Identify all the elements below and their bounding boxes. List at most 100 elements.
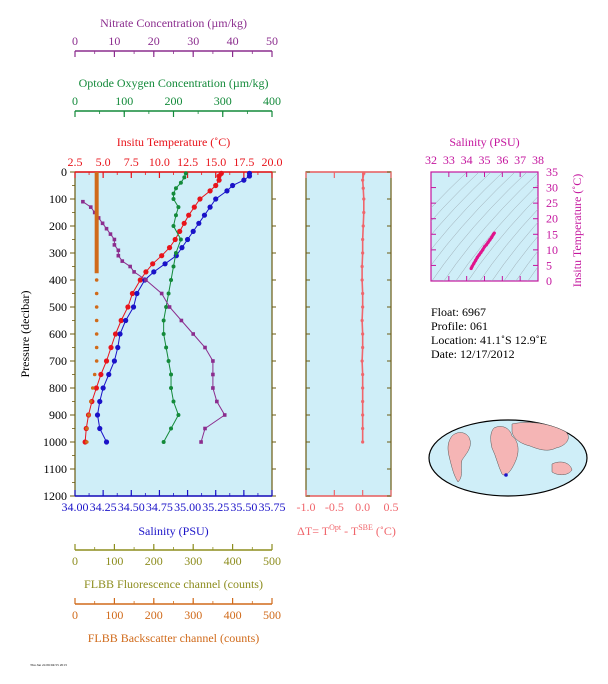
temperature-tick-label: 20.0	[262, 155, 283, 169]
ts-y-tick-label: 0	[546, 274, 552, 288]
nitrate-point	[104, 226, 109, 231]
salinity-point	[179, 245, 185, 251]
nitrate-point	[88, 205, 93, 209]
map-land-americas	[447, 432, 471, 483]
oxygen-tick-label: 400	[263, 94, 281, 108]
oxygen-tick-label: 300	[214, 94, 232, 108]
oxygen-point	[161, 318, 166, 323]
pressure-tick-label: 1200	[43, 489, 67, 503]
salinity-point	[130, 304, 137, 310]
nitrate-tick-label: 30	[187, 34, 199, 48]
salinity-point	[201, 212, 208, 218]
salinity-point	[123, 317, 129, 324]
nitrate-point	[222, 413, 227, 417]
delta-point	[361, 186, 365, 190]
temperature-axis-title: Insitu Temperature (˚C)	[117, 135, 231, 149]
delta-point	[360, 264, 364, 269]
delta-title-part: Opt	[329, 523, 342, 532]
fluorescence-tick-label: 0	[72, 554, 78, 568]
backscatter-point	[86, 413, 91, 417]
salinity-point	[230, 182, 236, 189]
temperature-point	[93, 385, 99, 391]
oxygen-point	[171, 197, 176, 201]
salinity-point	[224, 188, 230, 194]
temperature-point	[98, 371, 104, 378]
salinity-point	[241, 177, 247, 183]
temperature-point	[103, 358, 110, 364]
salinity-tick-label: 34.75	[146, 500, 173, 514]
float-location-marker	[504, 473, 508, 477]
oxygen-point	[183, 171, 188, 176]
delta-point	[362, 210, 366, 215]
temperature-point	[216, 173, 222, 179]
pressure-tick-label: 400	[49, 273, 67, 287]
backscatter-tick-label: 0	[72, 608, 78, 622]
nitrate-point	[81, 199, 85, 204]
temperature-point	[112, 331, 119, 337]
salinity-line	[97, 173, 250, 443]
pressure-tick-label: 600	[49, 327, 67, 341]
salinity-point	[207, 204, 213, 210]
nitrate-point	[128, 264, 132, 269]
isopycnal-line	[527, 152, 608, 301]
salinity-tick-label: 35.50	[230, 500, 257, 514]
backscatter-point	[85, 440, 89, 444]
temperature-line	[84, 173, 222, 443]
ts-x-tick-label: 34	[461, 153, 473, 167]
nitrate-point	[211, 372, 215, 377]
temperature-point	[213, 182, 219, 189]
delta-t-panel: -1.0 -0.5 0.0 0.5 ΔT= TOpt - TSBE (˚C)	[297, 171, 399, 538]
delta-point	[361, 237, 365, 242]
pressure-tick-label: 700	[49, 354, 67, 368]
delta-point	[361, 372, 365, 377]
salinity-point	[100, 385, 106, 391]
temperature-point	[137, 277, 143, 283]
map-land-europe-africa	[490, 426, 519, 476]
isopycnal-line	[467, 196, 538, 281]
delta-point	[362, 197, 366, 201]
nitrate-point	[116, 253, 121, 258]
ts-x-tick-label: 36	[496, 153, 508, 167]
backscatter-point	[94, 305, 99, 309]
oxygen-point	[161, 332, 166, 336]
salinity-tick-label: 35.00	[174, 500, 201, 514]
nitrate-tick-label: 0	[72, 34, 78, 48]
oxygen-point	[169, 426, 174, 431]
pressure-tick-label: 900	[49, 408, 67, 422]
salinity-point	[117, 331, 123, 337]
nitrate-point	[199, 440, 203, 444]
backscatter-point	[94, 291, 99, 296]
map-land-asia	[511, 422, 569, 451]
delta-point	[361, 224, 365, 228]
oxygen-point	[161, 440, 166, 444]
ts-point	[486, 240, 490, 244]
temperature-point	[125, 304, 131, 310]
temperature-point	[172, 236, 178, 243]
ts-point	[470, 265, 474, 269]
backscatter-tick-label: 400	[224, 608, 242, 622]
delta-plot-area	[305, 171, 392, 497]
oxygen-point	[178, 180, 183, 185]
nitrate-point	[112, 237, 117, 242]
backscatter-point	[94, 278, 99, 282]
nitrate-point	[108, 232, 113, 236]
delta-point	[361, 426, 365, 431]
ts-y-tick-label: 20	[546, 212, 558, 226]
fluorescence-tick-label: 100	[105, 554, 123, 568]
oxygen-point	[173, 213, 178, 218]
oxygen-point	[173, 251, 178, 255]
oxygen-point	[169, 278, 174, 282]
temperature-point	[181, 220, 187, 226]
ts-point	[481, 248, 485, 252]
oxygen-point	[173, 186, 178, 191]
backscatter-point	[92, 372, 97, 377]
delta-point	[361, 305, 365, 309]
delta-point	[361, 332, 365, 336]
delta-line	[361, 173, 365, 442]
oxygen-point	[171, 399, 176, 404]
salinity-tick-label: 34.25	[90, 500, 117, 514]
delta-title-part: (˚C)	[373, 524, 396, 538]
salinity-axis-title: Salinity (PSU)	[138, 524, 208, 538]
salinity-tick-label: 34.00	[62, 500, 89, 514]
nitrate-axis-title: Nitrate Concentration (µm/kg)	[100, 16, 247, 30]
